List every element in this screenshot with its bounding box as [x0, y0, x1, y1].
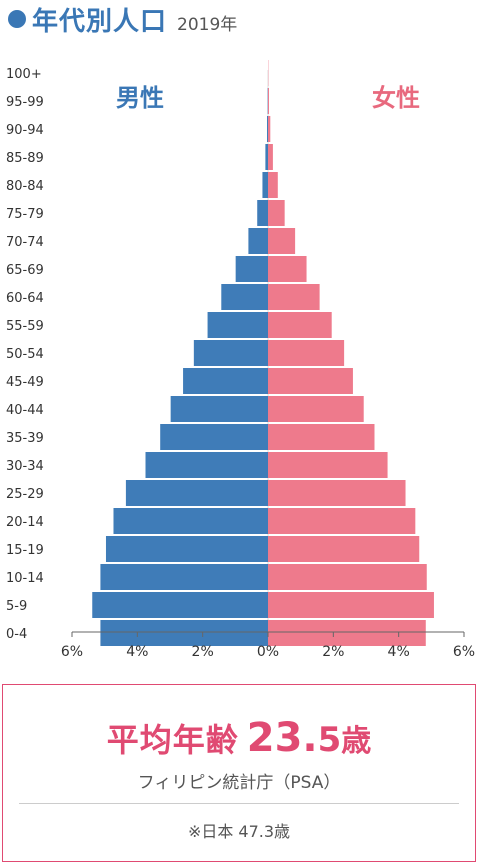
female-bar	[268, 620, 426, 646]
age-label: 35-39	[6, 431, 44, 446]
age-label: 40-44	[6, 403, 44, 418]
male-bar	[105, 536, 269, 562]
male-bar	[145, 452, 268, 478]
age-label: 0-4	[6, 627, 27, 642]
male-bar	[221, 284, 268, 310]
age-label: 45-49	[6, 375, 44, 390]
female-bar	[268, 536, 420, 562]
average-age-label: 平均年齢	[106, 721, 239, 759]
female-bar	[268, 480, 406, 506]
average-age-value-dec: 5	[317, 720, 342, 760]
age-label: 5-9	[6, 599, 27, 614]
chart-year: 2019年	[177, 14, 238, 35]
male-bar	[100, 564, 268, 590]
x-tick-label: 6%	[453, 644, 475, 660]
divider	[19, 803, 459, 804]
x-tick-label: 2%	[192, 644, 214, 660]
age-label: 50-54	[6, 347, 44, 362]
age-label: 100+	[6, 67, 42, 82]
male-bar	[257, 200, 268, 226]
population-pyramid-chart: 100+ 95-99 90-94 85-89 80-84 75-79 70-74 65-69 6…	[6, 60, 475, 660]
data-source: フィリピン統計庁（PSA）	[137, 773, 341, 793]
male-bar	[92, 592, 269, 618]
female-bar	[268, 592, 434, 618]
female-bar	[268, 88, 269, 114]
male-bar	[100, 620, 268, 646]
age-label: 25-29	[6, 487, 44, 502]
female-bar	[268, 256, 307, 282]
female-bar	[268, 452, 388, 478]
age-label: 65-69	[6, 263, 44, 278]
japan-average-note: ※日本 47.3歳	[187, 822, 291, 841]
age-label: 15-19	[6, 543, 44, 558]
age-label: 20-14	[6, 515, 44, 530]
x-tick-label: 2%	[322, 644, 344, 660]
female-bar	[268, 284, 320, 310]
male-bar	[113, 508, 268, 534]
female-bar	[268, 424, 375, 450]
age-label: 75-79	[6, 207, 44, 222]
header: 年代別人口 2019年	[8, 2, 238, 37]
age-label: 10-14	[6, 571, 44, 586]
female-bar	[268, 200, 285, 226]
male-bar	[265, 144, 268, 170]
female-bar	[268, 368, 353, 394]
age-label: 80-84	[6, 179, 44, 194]
male-bar	[193, 340, 268, 366]
female-bar	[268, 564, 427, 590]
female-bar	[268, 340, 345, 366]
male-bar	[207, 312, 268, 338]
female-bar	[268, 228, 296, 254]
age-label: 60-64	[6, 291, 44, 306]
male-bar	[160, 424, 268, 450]
female-bar	[268, 312, 332, 338]
legend-male: 男性	[116, 84, 164, 112]
male-bar	[125, 480, 269, 506]
average-age-unit: 歳	[341, 724, 372, 759]
female-bar	[268, 116, 271, 142]
age-label: 70-74	[6, 235, 44, 250]
average-age-line: 平均年齢 23.5歳	[3, 715, 475, 761]
x-tick-label: 6%	[61, 644, 83, 660]
x-tick-label: 4%	[388, 644, 410, 660]
female-bar	[268, 508, 416, 534]
female-bar	[268, 396, 364, 422]
male-bar	[248, 228, 268, 254]
female-bar	[268, 172, 278, 198]
average-age-value-int: 23.	[246, 715, 318, 761]
male-bar	[262, 172, 268, 198]
chart-title: 年代別人口	[32, 6, 168, 37]
age-label: 55-59	[6, 319, 44, 334]
male-bar	[235, 256, 268, 282]
age-label: 85-89	[6, 151, 44, 166]
age-label: 90-94	[6, 123, 44, 138]
age-label: 95-99	[6, 95, 44, 110]
male-bar	[267, 116, 268, 142]
age-label: 30-34	[6, 459, 44, 474]
male-bar	[170, 396, 268, 422]
bullet-dot-icon	[8, 10, 26, 28]
female-bar	[268, 144, 273, 170]
x-tick-label: 0%	[257, 644, 279, 660]
legend-female: 女性	[372, 84, 420, 112]
x-tick-label: 4%	[126, 644, 148, 660]
male-bar	[183, 368, 268, 394]
average-age-box: 平均年齢 23.5歳 フィリピン統計庁（PSA） ※日本 47.3歳	[2, 684, 476, 862]
